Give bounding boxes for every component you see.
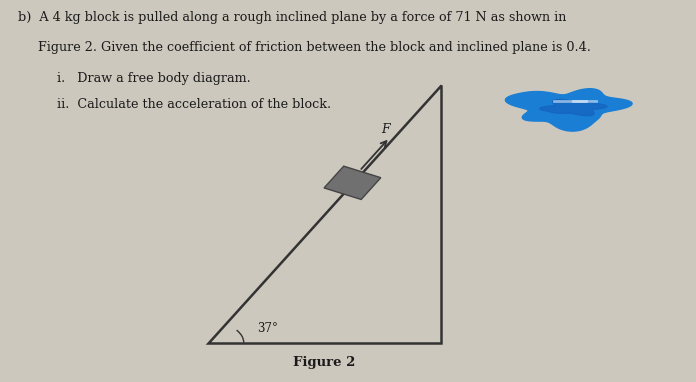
Text: 37°: 37° bbox=[258, 322, 278, 335]
Text: F: F bbox=[381, 123, 390, 136]
Text: Figure 2. Given the coefficient of friction between the block and inclined plane: Figure 2. Given the coefficient of frict… bbox=[17, 41, 590, 54]
Polygon shape bbox=[208, 85, 441, 343]
Text: Figure 2: Figure 2 bbox=[293, 356, 356, 369]
Polygon shape bbox=[539, 99, 607, 116]
Polygon shape bbox=[324, 166, 381, 199]
Text: ii.  Calculate the acceleration of the block.: ii. Calculate the acceleration of the bl… bbox=[37, 98, 331, 111]
Text: b)  A 4 kg block is pulled along a rough inclined plane by a force of 71 N as sh: b) A 4 kg block is pulled along a rough … bbox=[17, 11, 566, 24]
Polygon shape bbox=[505, 89, 632, 131]
Text: i.   Draw a free body diagram.: i. Draw a free body diagram. bbox=[37, 71, 251, 84]
